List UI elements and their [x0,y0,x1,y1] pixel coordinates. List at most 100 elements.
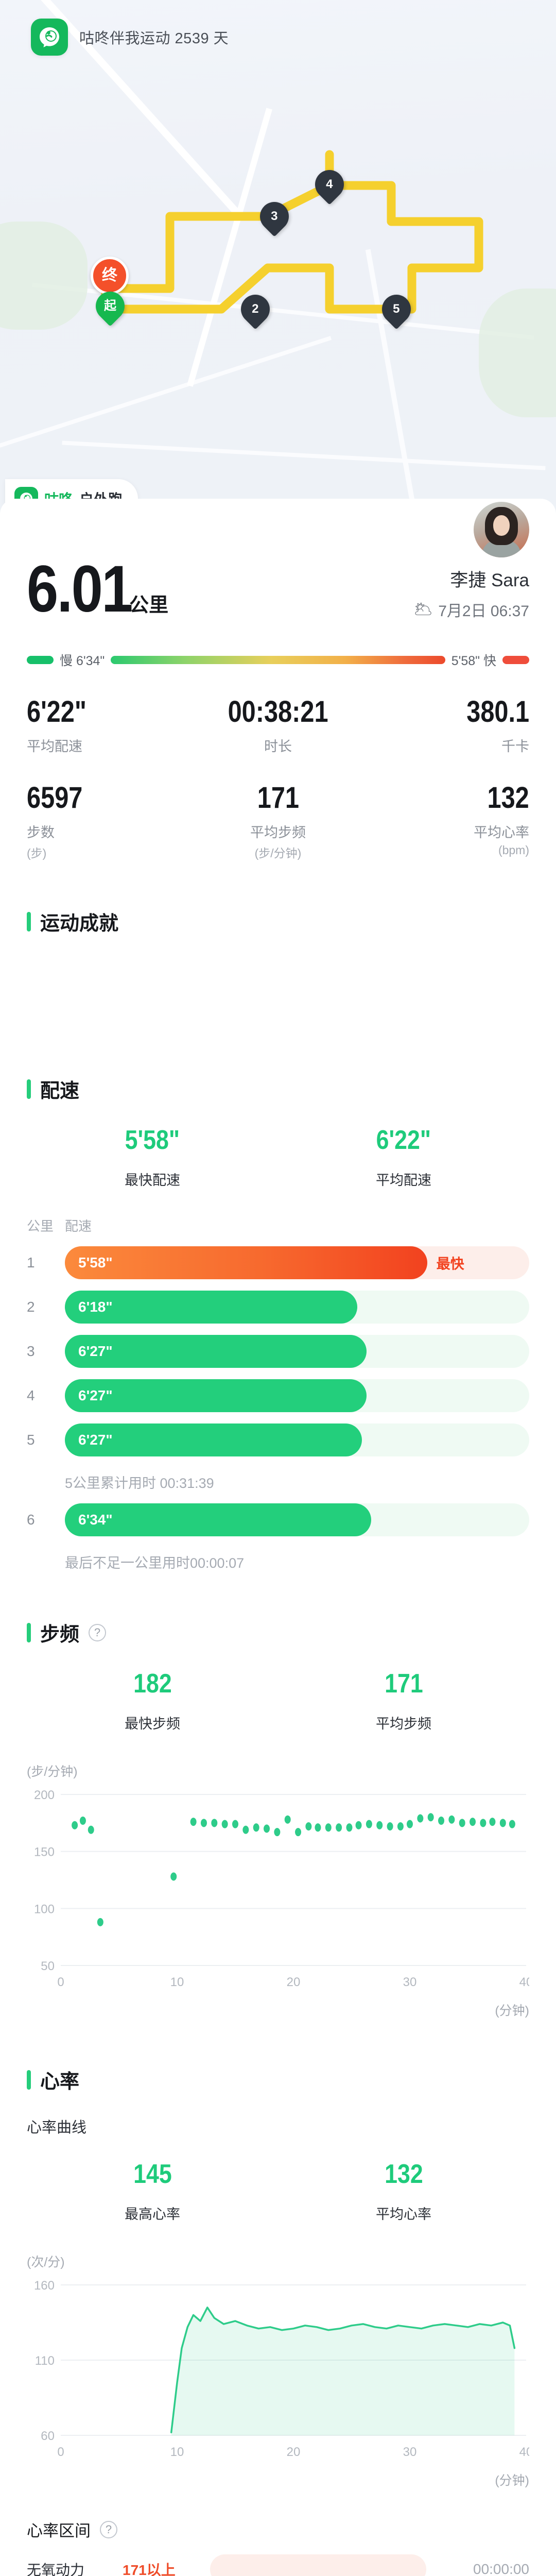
heartrate-y-unit: (次/分) [27,2255,65,2269]
question-mark-icon[interactable]: ? [89,1623,107,1641]
stat-value: 380.1 [466,695,529,728]
section-header-heart-rate: 心率 [27,2065,529,2094]
pace-row-track: 6'27" [65,1335,529,1368]
section-title: 步频 [40,1624,80,1646]
map-marker-label: 起 [104,299,116,313]
table-row: 4 6'27" [27,1379,529,1412]
section-accent-bar [27,911,31,931]
metric-avg-heartrate: 132 平均心率 [278,2161,529,2223]
stat-value: 00:38:21 [228,695,328,728]
map-header[interactable]: 咕咚伴我运动 2539 天 终 3 4 2 5 起 咕咚 户外跑 [0,0,556,546]
metric-value: 171 [384,1669,423,1699]
pace-row-km: 5 [27,1432,35,1448]
map-marker-3[interactable]: 3 [254,196,295,238]
avatar[interactable] [474,502,529,557]
pace-row-track: 6'27" [65,1423,529,1456]
pace-gradient-strip: 慢 6'34" 5'58" 快 [27,651,529,669]
pace-strip-fast-cap [502,656,529,664]
pace-row-track: 5'58" 最快 [65,1246,529,1279]
cadence-metrics: 182 最快步频 171 平均步频 [27,1670,529,1733]
svg-text:160: 160 [34,2280,55,2293]
svg-text:50: 50 [41,1959,55,1973]
pace-note-last: 最后不足一公里用时00:00:07 [65,1555,245,1571]
distance-unit: 公里 [129,595,169,616]
metric-value: 6'22" [376,1125,431,1155]
stat-avg-heartrate: 132 平均心率 (bpm) [362,783,529,861]
stat-value: 6'22" [27,695,86,728]
stats-grid: 6'22" 平均配速 00:38:21 时长 380.1 千卡 6597 步数 … [27,697,529,861]
metric-label: 最快步频 [125,1716,180,1732]
cadence-chart: 50 100 150 200 0 10 20 30 40 [27,1789,529,1995]
section-header-cadence: 步频 ? [27,1618,529,1647]
pace-row-km: 3 [27,1343,35,1359]
pace-table-header: 公里 配速 [27,1216,529,1235]
zones-title: 心率区间 [27,2522,91,2540]
pace-strip-fast-label: 5'58" 快 [451,654,496,668]
distance-block: 6.01 公里 [27,556,169,622]
map-marker-4[interactable]: 4 [309,164,350,206]
svg-text:110: 110 [35,2354,55,2368]
question-mark-icon[interactable]: ? [100,2520,117,2538]
run-summary-card: 6.01 公里 李捷 Sara 🌥 7月2日 06:37 慢 6'34" 5'5… [0,499,556,861]
heart-rate-zones-header: 心率区间 ? [27,2518,529,2541]
pace-row-value: 6'27" [78,1432,113,1448]
stat-steps: 6597 步数 (步) [27,783,194,861]
section-accent-bar [27,1079,31,1099]
zone-range: 171以上 [123,2562,176,2576]
map-marker-label: 终 [102,267,117,284]
map-marker-end[interactable]: 终 [91,257,129,295]
svg-text:100: 100 [34,1902,55,1916]
map-marker-label: 2 [252,302,259,316]
metric-fastest-cadence: 182 最快步频 [27,1670,278,1733]
app-title: 咕咚伴我运动 2539 天 [79,30,229,47]
svg-text:20: 20 [287,2445,301,2459]
svg-text:0: 0 [57,2445,64,2459]
stat-label: 千卡 [501,739,529,754]
pace-note-5km: 5公里累计用时 00:31:39 [65,1476,214,1491]
stat-sublabel: (步/分钟) [254,846,302,860]
table-row: 3 6'27" [27,1335,529,1368]
heart-rate-chart: 60 110 160 0 10 20 30 40 [27,2280,529,2465]
zone-name: 无氧动力 [27,2562,85,2576]
metric-fastest-pace: 5'58" 最快配速 [27,1127,278,1189]
svg-text:40: 40 [519,1975,529,1989]
map-marker-5[interactable]: 5 [376,289,417,331]
table-row: 5 6'27" [27,1423,529,1456]
stat-label: 平均心率 [474,825,529,840]
section-title: 心率 [40,2071,80,2093]
pace-row-value: 6'27" [78,1387,113,1403]
run-datetime-row: 🌥 7月2日 06:37 [413,598,529,621]
metric-label: 最高心率 [125,2207,180,2222]
metric-label: 平均心率 [376,2207,431,2222]
pace-row-value: 6'27" [78,1343,113,1359]
app-header: 咕咚伴我运动 2539 天 [31,19,229,56]
table-row: 6 6'34" [27,1503,529,1536]
metric-label: 平均步频 [376,1716,431,1732]
metric-label: 平均配速 [376,1173,431,1188]
pace-row-km: 6 [27,1512,35,1528]
pace-metrics: 5'58" 最快配速 6'22" 平均配速 [27,1127,529,1189]
stat-avg-cadence: 171 平均步频 (步/分钟) [194,783,361,861]
pace-col-pace: 配速 [65,1218,92,1234]
section-title: 运动成就 [40,913,119,935]
cadence-y-unit: (步/分钟) [27,1765,78,1779]
section-header-pace: 配速 [27,1075,529,1103]
metric-value: 182 [133,1669,172,1699]
zone-time: 00:00:00 [473,2561,529,2576]
metric-max-heartrate: 145 最高心率 [27,2161,278,2223]
stat-label: 时长 [264,739,292,754]
map-marker-2[interactable]: 2 [235,289,276,331]
heart-rate-curve-label: 心率曲线 [27,2120,87,2136]
section-header-achievements: 运动成就 [27,907,529,936]
pace-strip-slow-label: 慢 6'34" [60,654,105,668]
svg-text:0: 0 [57,1975,64,1989]
table-row: 1 5'58" 最快 [27,1246,529,1279]
map-marker-start[interactable]: 起 [90,285,131,328]
stat-sublabel: (bpm) [498,843,529,857]
stat-value: 6597 [27,781,83,815]
pace-row-km: 2 [27,1299,35,1315]
user-block[interactable]: 李捷 Sara 🌥 7月2日 06:37 [413,502,529,621]
svg-text:60: 60 [41,2429,55,2443]
run-datetime: 7月2日 06:37 [438,603,529,620]
heart-rate-metrics: 145 最高心率 132 平均心率 [27,2161,529,2223]
